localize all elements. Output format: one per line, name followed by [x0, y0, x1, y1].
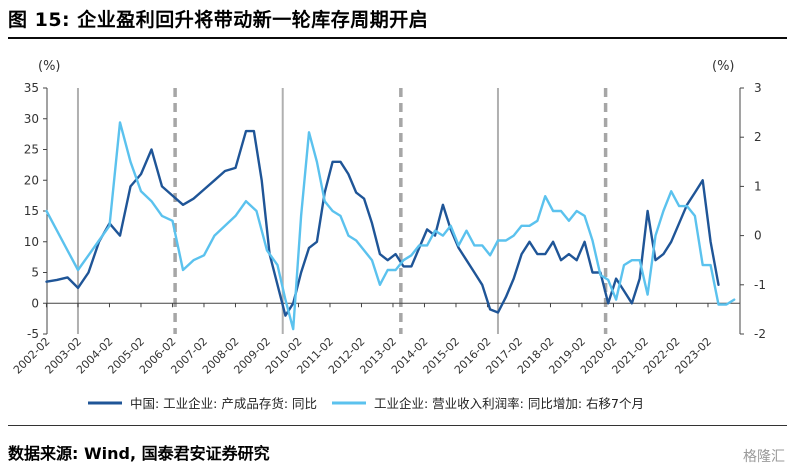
- right-tick-label: 2: [754, 130, 762, 144]
- left-unit-label: (%): [38, 59, 61, 74]
- footer-divider: [8, 425, 787, 426]
- left-tick-label: 5: [31, 266, 39, 280]
- profit-margin-line: [45, 121, 736, 331]
- legend-label-inventory: 中国: 工业企业: 产成品存货: 同比: [130, 396, 317, 411]
- chart-title: 图 15: 企业盈利回升将带动新一轮库存周期开启: [8, 9, 429, 31]
- left-tick-label: 25: [24, 143, 39, 157]
- legend-label-profit: 工业企业: 营业收入利润率: 同比增加: 右移7个月: [374, 396, 644, 411]
- left-tick-label: 0: [31, 296, 39, 310]
- watermark-logo: 格隆汇: [743, 449, 785, 465]
- right-tick-label: -1: [754, 278, 766, 292]
- left-tick-label: 10: [24, 235, 39, 249]
- left-tick-label: -5: [27, 327, 39, 341]
- series-lines: [45, 121, 736, 331]
- title-divider: [8, 37, 787, 39]
- right-tick-label: 3: [754, 81, 762, 95]
- source-note: 数据来源: Wind, 国泰君安证券研究: [8, 444, 270, 463]
- left-tick-label: 30: [24, 112, 39, 126]
- left-tick-label: 35: [24, 81, 39, 95]
- right-tick-label: 1: [754, 179, 762, 193]
- right-tick-label: 0: [754, 229, 762, 243]
- left-tick-label: 20: [24, 173, 39, 187]
- legend: 中国: 工业企业: 产成品存货: 同比 工业企业: 营业收入利润率: 同比增加: …: [88, 396, 644, 411]
- right-tick-label: -2: [754, 327, 766, 341]
- right-unit-label: (%): [712, 59, 735, 74]
- left-tick-label: 15: [24, 204, 39, 218]
- inventory-yoy-line: [45, 129, 720, 317]
